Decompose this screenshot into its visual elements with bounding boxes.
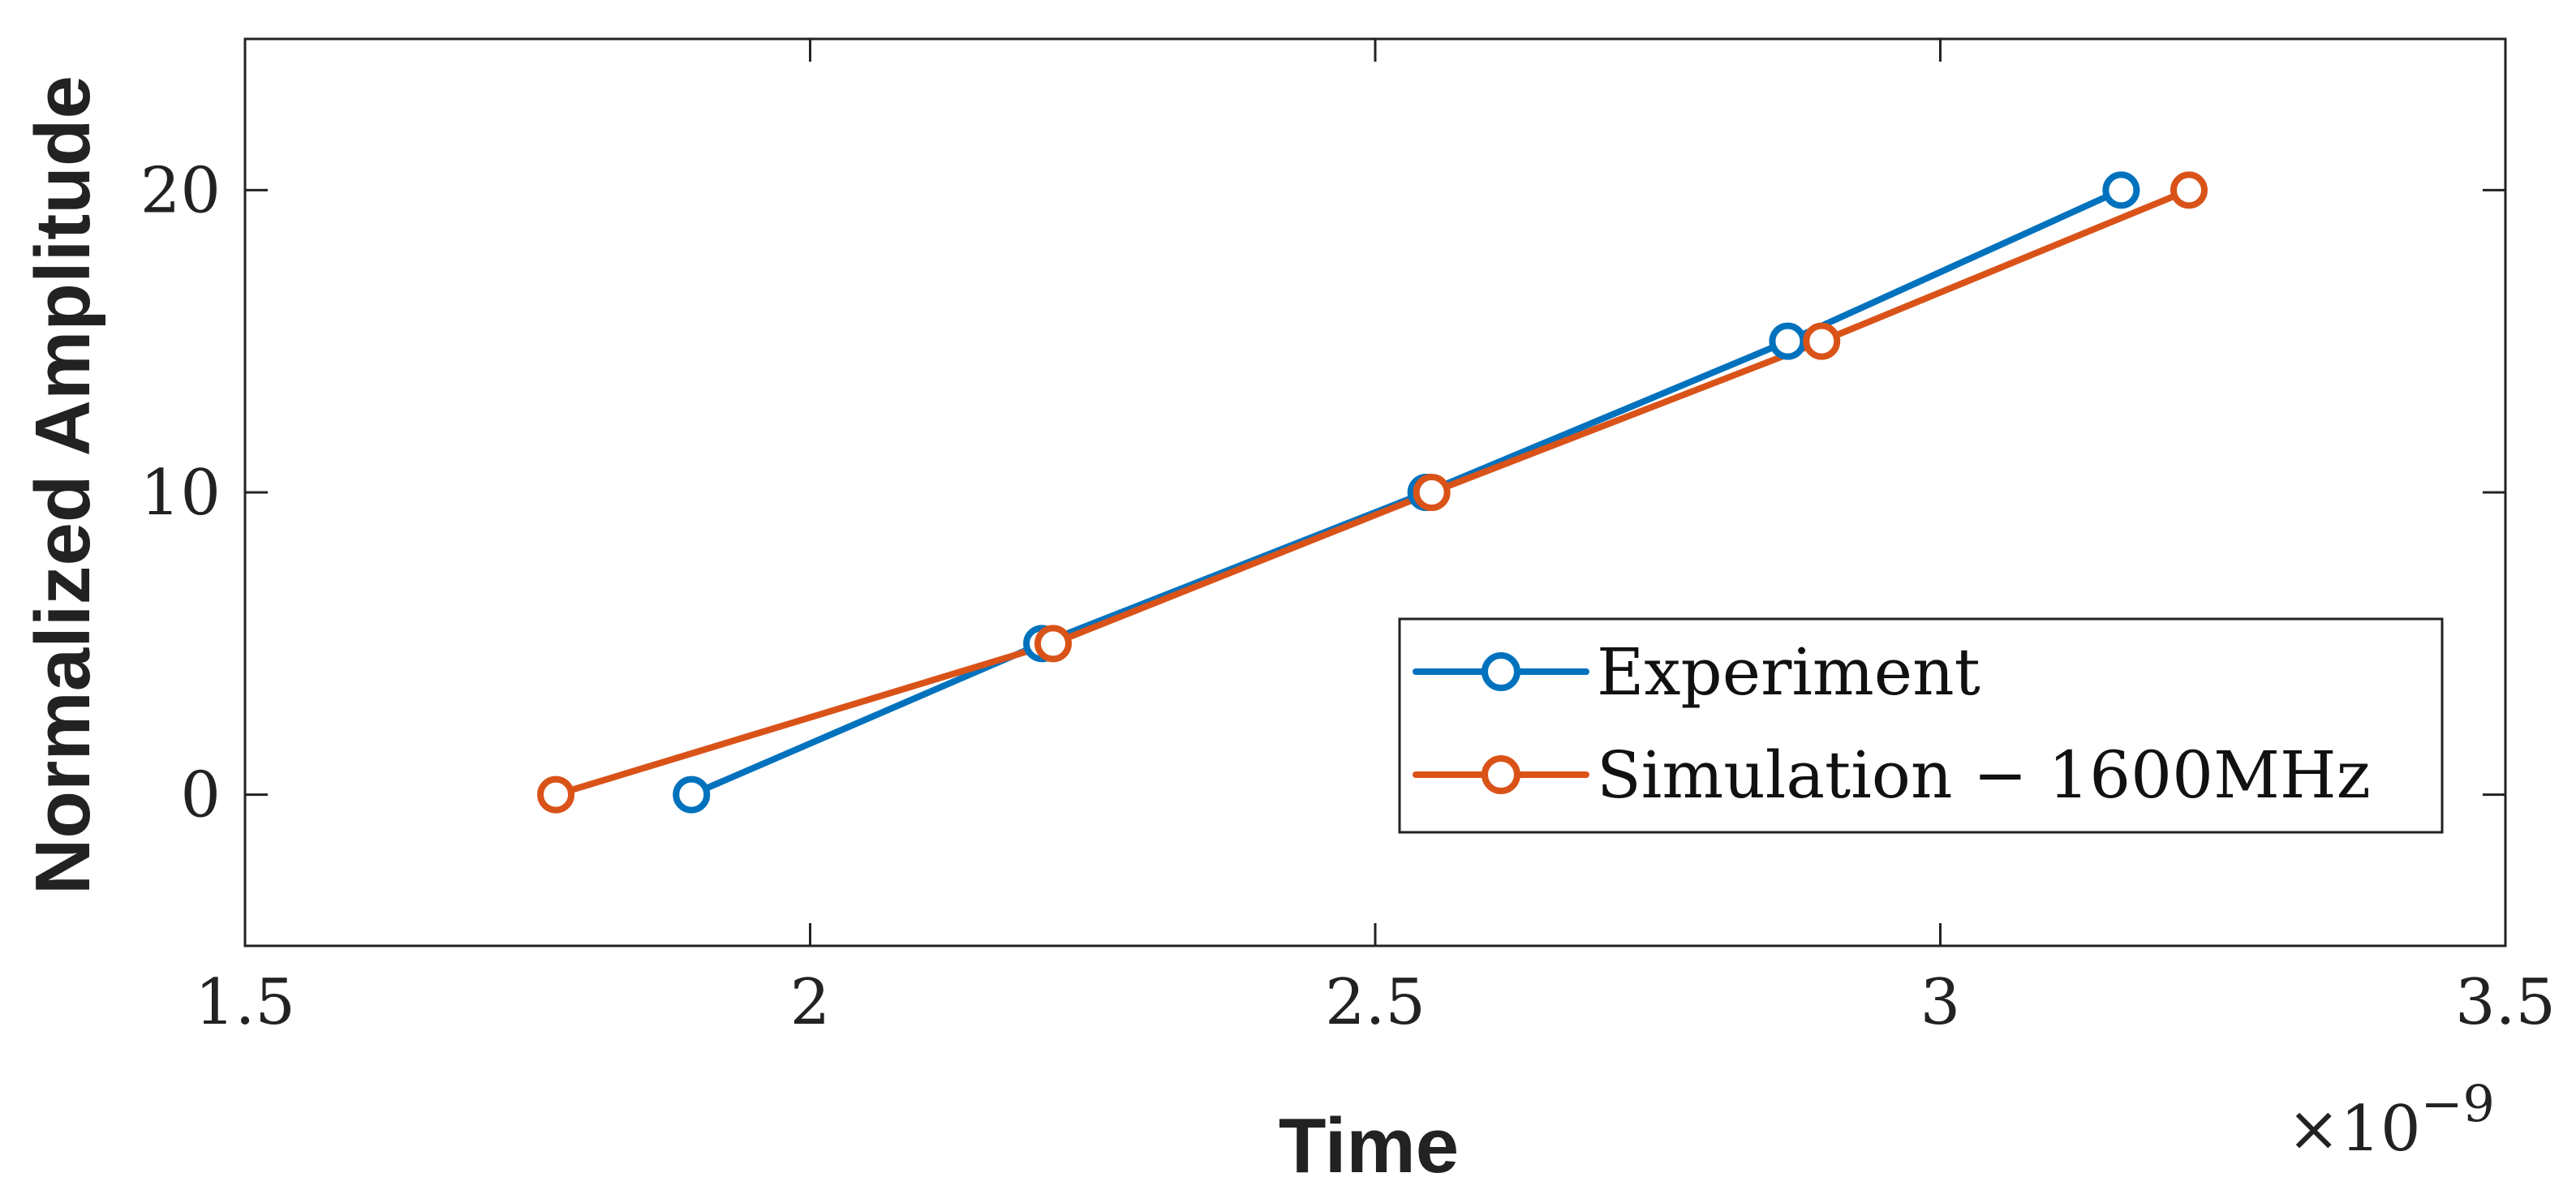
data-point-simulation <box>1413 474 1451 511</box>
x-exponent-base: ×10 <box>2287 1093 2421 1166</box>
data-point-experiment <box>2102 171 2140 209</box>
x-tick-label: 2 <box>790 966 831 1039</box>
x-tick-label: 3.5 <box>2455 966 2556 1039</box>
legend-box <box>1398 617 2444 834</box>
x-axis-label: Time <box>1279 1102 1459 1189</box>
y-axis-label: Normalized Amplitude <box>19 75 106 895</box>
y-tick-label: 0 <box>180 759 221 832</box>
y-axis-ticks: 0 10 20 <box>140 154 2505 832</box>
x-exponent-power: −9 <box>2421 1074 2495 1133</box>
legend-label-simulation: Simulation − 1600MHz <box>1597 737 2371 813</box>
data-point-simulation <box>1034 625 1072 663</box>
x-tick-label: 3 <box>1920 966 1961 1039</box>
data-point-simulation <box>2170 171 2208 209</box>
legend: Experiment Simulation − 1600MHz <box>1398 617 2444 834</box>
x-tick-label: 1.5 <box>195 966 295 1039</box>
data-point-simulation <box>537 776 575 814</box>
plot-series <box>537 171 2208 814</box>
legend-label-experiment: Experiment <box>1597 634 1980 710</box>
data-point-experiment <box>1769 322 1807 360</box>
x-tick-label: 2.5 <box>1325 966 1426 1039</box>
x-axis-ticks: 1.5 2 2.5 3 3.5 <box>195 39 2556 1039</box>
y-tick-label: 20 <box>140 154 221 227</box>
data-point-simulation <box>1803 322 1841 360</box>
legend-marker-simulation <box>1482 755 1520 794</box>
legend-marker-experiment <box>1482 652 1520 691</box>
data-point-experiment <box>673 776 711 814</box>
y-tick-label: 10 <box>140 457 221 530</box>
x-axis-exponent: ×10−9 <box>2287 1074 2495 1166</box>
